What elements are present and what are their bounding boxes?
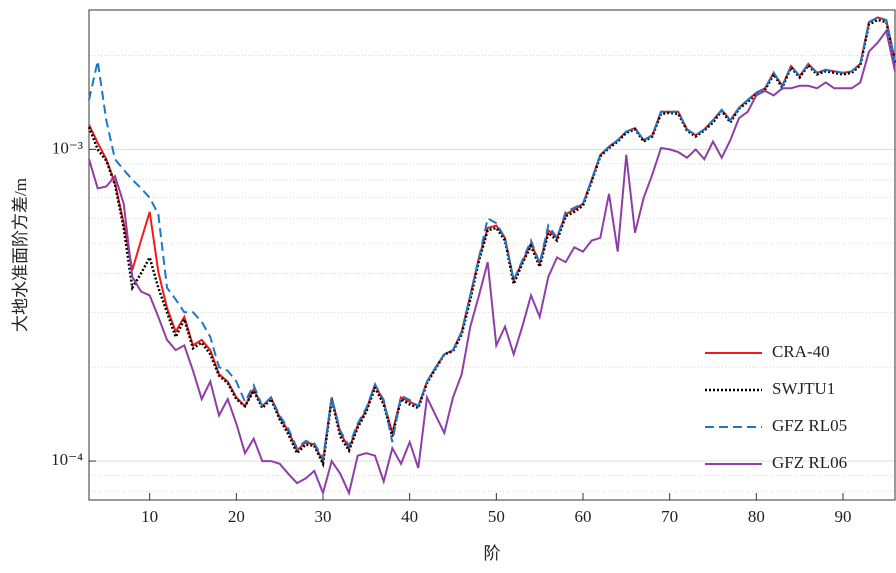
x-tick-label: 50 [488, 507, 505, 526]
y-axis-label: 大地水准面阶方差/m [11, 178, 30, 332]
x-tick-label: 30 [315, 507, 332, 526]
series-line [88, 28, 896, 497]
legend-label: CRA-40 [772, 342, 830, 361]
legend-label: SWJTU1 [772, 379, 835, 398]
y-tick-label: 10⁻⁴ [51, 450, 83, 469]
y-tick-label: 10⁻³ [52, 138, 83, 157]
plot-frame [88, 9, 896, 501]
x-tick-label: 80 [748, 507, 765, 526]
x-tick-label: 20 [228, 507, 245, 526]
x-tick-label: 10 [141, 507, 158, 526]
x-tick-label: 70 [661, 507, 678, 526]
series-line [88, 16, 896, 462]
legend-label: GFZ RL05 [772, 416, 847, 435]
x-tick-label: 60 [575, 507, 592, 526]
legend-label: GFZ RL06 [772, 453, 847, 472]
x-tick-label: 40 [401, 507, 418, 526]
x-axis-label: 阶 [484, 544, 501, 563]
x-tick-label: 90 [835, 507, 852, 526]
